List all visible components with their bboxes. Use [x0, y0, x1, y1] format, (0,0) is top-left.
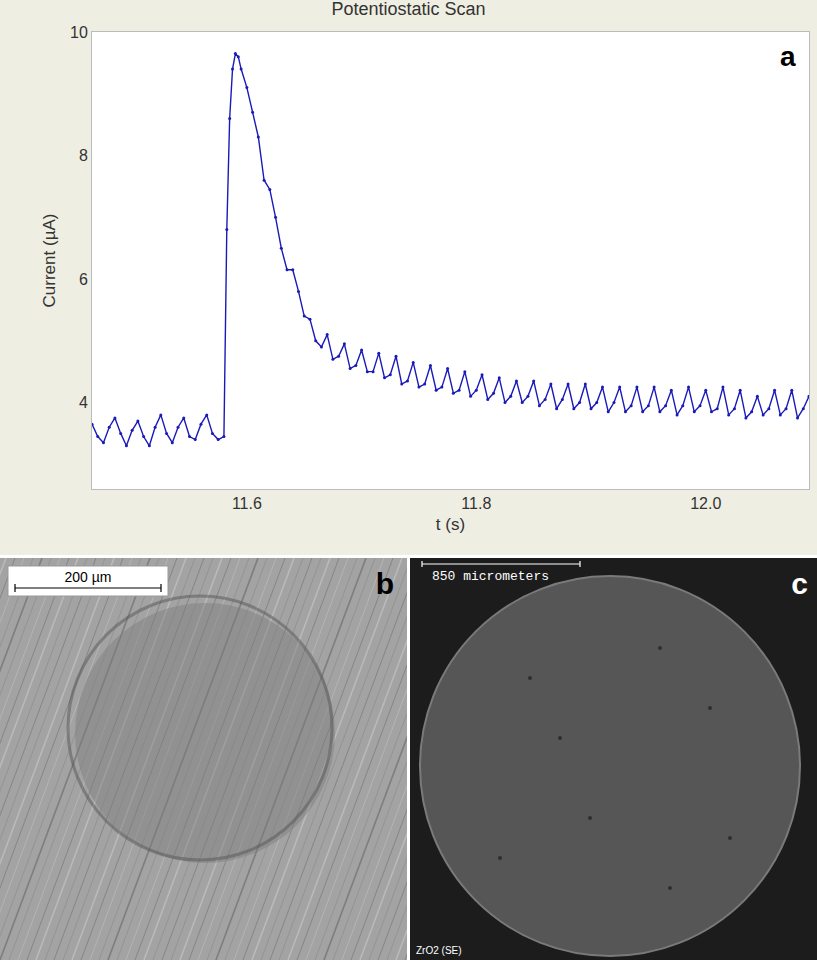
svg-text:a: a — [780, 41, 796, 72]
svg-text:ZrO2 (SE): ZrO2 (SE) — [416, 945, 462, 956]
svg-text:12.0: 12.0 — [690, 495, 721, 512]
svg-text:t (s): t (s) — [436, 515, 465, 534]
svg-text:6: 6 — [79, 271, 88, 288]
svg-text:8: 8 — [79, 147, 88, 164]
svg-text:850 micrometers: 850 micrometers — [432, 569, 549, 584]
svg-text:10: 10 — [70, 24, 88, 41]
svg-text:11.6: 11.6 — [232, 495, 262, 512]
svg-text:Potentiostatic Scan: Potentiostatic Scan — [331, 0, 485, 19]
svg-text:11.8: 11.8 — [461, 495, 491, 512]
svg-text:b: b — [376, 567, 394, 600]
svg-text:200 µm: 200 µm — [65, 569, 112, 585]
svg-text:c: c — [791, 567, 808, 600]
svg-text:Current (µA): Current (µA) — [40, 214, 59, 308]
svg-text:4: 4 — [79, 394, 88, 411]
